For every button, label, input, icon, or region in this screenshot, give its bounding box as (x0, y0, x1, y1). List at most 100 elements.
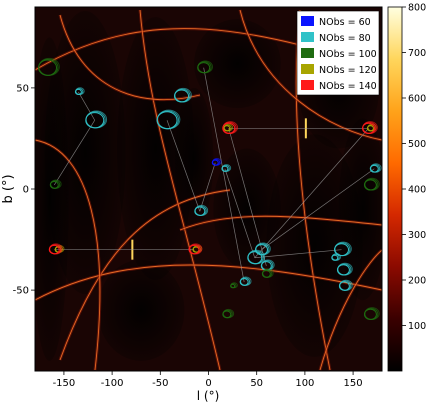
connection-line (228, 128, 267, 266)
marker-ring (85, 110, 108, 129)
legend-swatch (301, 80, 314, 90)
marker-ring (339, 279, 353, 291)
data-point (49, 179, 62, 189)
dark-void (97, 259, 185, 361)
connection-line (203, 67, 245, 283)
colorbar-tick-label: 800 (408, 3, 426, 14)
sky-density-map (35, 9, 382, 371)
legend-swatch (301, 16, 314, 26)
x-axis-label: l (°) (197, 389, 220, 403)
density-arc (59, 14, 201, 101)
data-point (363, 307, 380, 320)
marker-ring (50, 179, 62, 189)
marker-ring (222, 308, 235, 319)
density-arc (179, 215, 382, 231)
marker-ring (75, 87, 85, 95)
data-point (261, 268, 274, 278)
data-point (174, 87, 192, 103)
connection-line (78, 91, 96, 121)
data-point (331, 253, 342, 261)
legend-label: NObs = 60 (319, 17, 371, 28)
legend: NObs = 60 NObs = 80 NObs = 100 NObs = 120 NO… (296, 10, 380, 96)
legend-swatch (301, 32, 314, 42)
colorbar-tick-label: 600 (408, 94, 426, 105)
marker-ring (240, 276, 252, 286)
connection-line (53, 120, 96, 186)
connection-line (254, 249, 342, 259)
marker-ring (262, 268, 274, 278)
data-point (221, 164, 232, 172)
marker-ring (362, 121, 378, 134)
x-tick-label: 100 (295, 378, 314, 389)
data-point (48, 243, 63, 255)
marker-ring (370, 163, 382, 173)
y-tick-label: 0 (23, 185, 29, 196)
marker-ring (38, 57, 60, 76)
marker-ring (174, 87, 192, 103)
data-point (222, 308, 235, 319)
marker-ring (331, 253, 342, 261)
dark-void (338, 118, 382, 301)
data-markers (38, 57, 382, 320)
y-tick-label: -50 (13, 286, 29, 297)
y-axis-label: b (°) (1, 174, 16, 203)
marker-ring (230, 282, 238, 289)
connection-line (261, 168, 375, 250)
dark-void (194, 19, 281, 109)
x-tick-label: 150 (344, 378, 363, 389)
marker-ring (364, 177, 380, 191)
marker-ring (197, 60, 213, 74)
data-point (255, 242, 271, 256)
density-arc (35, 264, 382, 301)
marker-ring (188, 243, 203, 255)
connection-line (254, 128, 369, 258)
data-point (188, 243, 203, 255)
marker-ring (255, 242, 271, 256)
connection-line (199, 162, 216, 212)
x-tick-label: -150 (53, 378, 76, 389)
dark-void (213, 148, 281, 270)
data-point (336, 262, 353, 276)
data-point (194, 204, 209, 216)
x-axis: -150 -100 -50 0 50 100 150 (53, 371, 363, 389)
connection-lines (53, 67, 375, 283)
marker-ring (156, 109, 181, 130)
dark-void (35, 37, 69, 361)
dark-void (266, 134, 363, 357)
data-point (230, 282, 238, 289)
dark-void (116, 17, 195, 280)
colorbar-gradient (387, 6, 403, 372)
density-arc (35, 28, 301, 71)
data-point (362, 121, 378, 134)
data-point (223, 123, 234, 132)
connection-line (166, 120, 201, 212)
colorbar-tick-label: 200 (408, 276, 426, 287)
legend-label: NObs = 80 (319, 33, 371, 44)
data-point (222, 121, 239, 134)
legend-swatch (301, 64, 314, 74)
x-tick-label: -50 (152, 378, 168, 389)
marker-ring (212, 158, 222, 166)
legend-label: NObs = 100 (319, 49, 377, 60)
colorbar: 100 200 300 400 500 600 700 800 (387, 3, 426, 372)
data-point (156, 109, 181, 130)
colorbar-tick-label: 400 (408, 185, 426, 196)
data-point (363, 177, 380, 191)
colorbar-tick-label: 700 (408, 48, 426, 59)
data-point (197, 60, 213, 74)
x-tick-label: 0 (205, 378, 211, 389)
density-arc (239, 9, 382, 141)
y-tick-label: 50 (16, 83, 29, 94)
legend-label: NObs = 120 (319, 65, 377, 76)
data-point (211, 158, 222, 166)
marker-ring (223, 123, 234, 132)
x-tick-label: -100 (101, 378, 124, 389)
marker-ring (194, 204, 209, 216)
colorbar-tick-label: 300 (408, 230, 426, 241)
y-axis: 50 0 -50 (13, 83, 35, 297)
data-point (338, 279, 353, 291)
density-arc (35, 139, 101, 371)
colorbar-tick-label: 500 (408, 139, 426, 150)
colorbar-ticks: 100 200 300 400 500 600 700 800 (402, 3, 426, 332)
